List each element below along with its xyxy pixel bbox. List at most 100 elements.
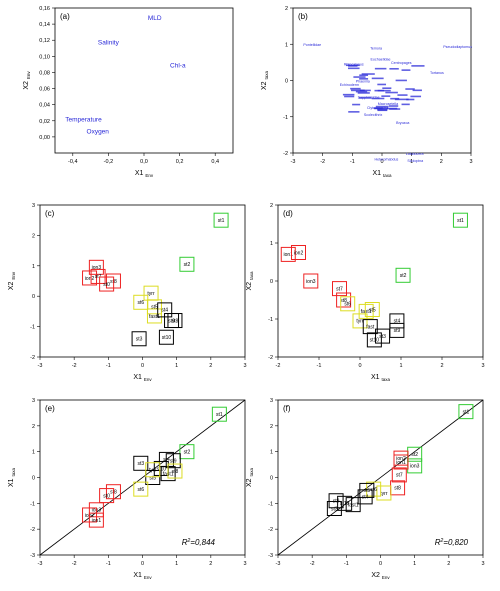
x-tick-label: 2 xyxy=(440,159,443,165)
station-marker: ion2 xyxy=(82,270,98,286)
x-tick-label: -2 xyxy=(72,363,77,369)
y-axis-label-sub: taxa xyxy=(264,70,269,79)
station-box xyxy=(291,245,306,260)
cluster-mark xyxy=(397,94,408,96)
station-label: st2 xyxy=(400,273,407,279)
r2-annotation: R2=0,820 xyxy=(435,538,469,547)
station-label: st9 xyxy=(394,328,401,334)
cluster-mark xyxy=(410,95,422,98)
station-marker: st5 xyxy=(146,299,162,315)
cluster-mark xyxy=(401,69,411,71)
station-marker: ion1 xyxy=(88,512,104,528)
station-label: st1 xyxy=(218,218,225,224)
x-tick-label: 2 xyxy=(209,363,212,369)
y-axis-label: X1 taxa xyxy=(8,467,16,487)
station-marker: st9 xyxy=(389,322,405,338)
point-label: Scolecithrix xyxy=(364,113,383,117)
y-tick-label: 1 xyxy=(32,264,35,270)
station-label: st1 xyxy=(463,409,470,415)
x-tick-label: 2 xyxy=(447,561,450,567)
station-label: ion1 xyxy=(92,518,102,524)
cluster-mark xyxy=(388,105,399,107)
x-tick-label: -1 xyxy=(344,561,349,567)
station-marker: st6 xyxy=(340,296,356,312)
station-label: ion3 xyxy=(306,279,316,285)
cluster-mark xyxy=(355,90,368,93)
station-box xyxy=(133,481,149,497)
station-label: st7 xyxy=(336,286,343,292)
point-label: Pontellidae xyxy=(303,43,321,47)
y-tick-label: 3 xyxy=(32,398,35,404)
station-label: ion1 xyxy=(284,252,294,258)
station-box xyxy=(179,256,195,272)
station-label: st5 xyxy=(151,305,158,311)
station-box xyxy=(88,512,104,528)
x-tick-label: -3 xyxy=(38,561,43,567)
x-tick-label: 0 xyxy=(379,561,382,567)
point-label: Sapphirinidae xyxy=(358,96,380,100)
station-box xyxy=(375,328,391,344)
station-box xyxy=(146,308,162,324)
y-tick-label: -3 xyxy=(30,553,35,559)
station-box xyxy=(145,470,161,485)
x-tick-label: 0,4 xyxy=(211,159,219,165)
x-axis-label-main: X1 xyxy=(135,170,144,177)
station-marker: st7 xyxy=(391,467,407,483)
y-axis-label-main: X2 xyxy=(8,281,15,290)
x-tick-label: 3 xyxy=(469,159,472,165)
station-marker: st2 xyxy=(179,256,195,272)
station-box xyxy=(395,267,411,283)
station-box xyxy=(364,302,380,317)
station-box xyxy=(352,313,368,329)
station-label: st9 xyxy=(170,459,177,465)
r2-exponent: 2 xyxy=(440,538,444,544)
station-label: st5 xyxy=(369,307,376,313)
station-box xyxy=(133,455,149,471)
cluster-mark xyxy=(390,97,400,100)
station-marker: tyrr xyxy=(145,462,161,478)
cluster-mark xyxy=(377,89,391,92)
x-tick-label: 1 xyxy=(399,363,402,369)
y-axis-label: X2 taxa xyxy=(246,271,254,291)
station-marker: st9 xyxy=(165,453,181,469)
station-label: tyrr xyxy=(356,319,364,325)
station-box xyxy=(167,313,183,329)
station-label: ion3 xyxy=(410,464,420,470)
station-box xyxy=(179,444,195,460)
station-box xyxy=(82,270,98,286)
cluster-mark xyxy=(405,88,415,90)
station-box xyxy=(362,319,378,335)
x-axis-label-main: X1 xyxy=(133,374,142,381)
x-tick-label: 0,0 xyxy=(140,159,148,165)
station-label: st8 xyxy=(172,469,179,475)
y-axis-label-sub: taxa xyxy=(249,467,254,476)
station-marker: fast xyxy=(362,319,378,335)
y-axis-label-sub: Env xyxy=(11,271,16,280)
x-tick-label: -2 xyxy=(72,561,77,567)
taxa-cluster xyxy=(342,64,425,113)
r2-annotation: R2=0,844 xyxy=(182,538,216,547)
station-label: st8 xyxy=(340,298,347,304)
station-label: tyrr xyxy=(149,468,157,474)
point-label: Macrosetella xyxy=(378,102,398,106)
x-tick-label: 0,2 xyxy=(176,159,184,165)
cluster-mark xyxy=(352,103,361,106)
station-label: st3 xyxy=(137,461,144,467)
station-box xyxy=(90,268,106,284)
y-axis-label-sub: Env xyxy=(26,71,31,80)
y-tick-label: 0,16 xyxy=(39,6,50,12)
y-tick-label: 0,02 xyxy=(39,119,50,125)
cluster-mark xyxy=(394,98,409,101)
station-marker: st8 xyxy=(390,480,406,496)
cluster-mark xyxy=(374,67,387,70)
station-label: st0 xyxy=(103,282,110,288)
station-marker: tyrr xyxy=(376,485,392,501)
cluster-mark xyxy=(371,77,384,80)
station-marker: fast1 xyxy=(345,497,361,513)
y-tick-label: 0,10 xyxy=(39,54,50,60)
r2-symbol: R xyxy=(435,538,441,547)
